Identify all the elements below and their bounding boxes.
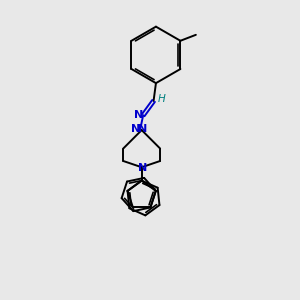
Text: H: H: [158, 94, 166, 104]
Text: N: N: [138, 124, 147, 134]
Text: N: N: [138, 164, 147, 173]
Text: N: N: [131, 124, 140, 134]
Text: N: N: [134, 110, 143, 120]
